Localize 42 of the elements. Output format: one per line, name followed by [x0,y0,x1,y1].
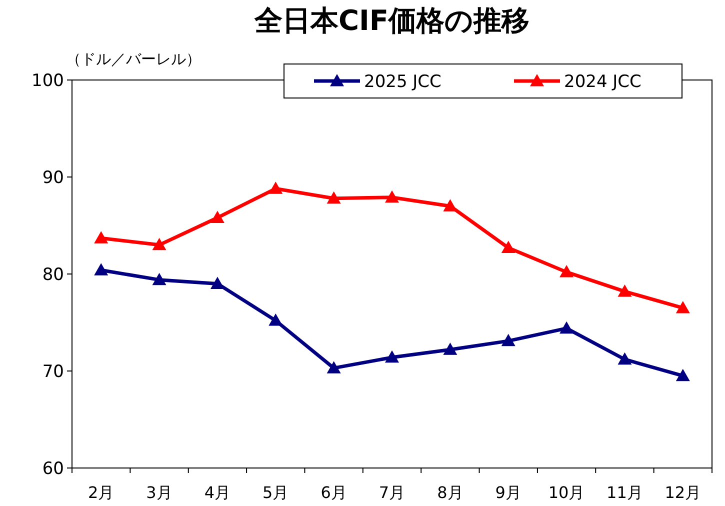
point [560,321,574,334]
point [268,182,283,194]
x-tick-label: 9月 [495,483,522,502]
y-tick-label: 100 [32,71,64,91]
x-tick-label: 4月 [204,483,231,502]
x-tick-label: 8月 [437,483,464,502]
point [210,276,224,289]
point [152,272,166,286]
point [152,238,166,250]
point [443,199,458,212]
x-tick-label: 3月 [146,483,172,502]
point [501,240,516,254]
y-tick-label: 70 [42,362,64,382]
y-axis-title: （ドル／バーレル） [66,50,201,68]
point [618,352,632,365]
point [94,231,108,244]
point [676,368,690,382]
point [94,263,108,276]
x-tick-label: 11月 [606,483,643,502]
chart-title: 全日本CIF価格の推移 [253,4,530,37]
point [560,265,574,278]
legend-label: 2025 JCC [364,72,442,92]
point [618,284,632,297]
x-tick-label: 2月 [88,483,114,502]
y-tick-label: 80 [42,265,64,285]
legend-label: 2024 JCC [564,72,642,92]
point [268,314,283,326]
point [443,342,458,355]
y-tick-label: 60 [42,459,64,479]
point [326,361,341,374]
point [326,191,341,204]
point [385,190,399,203]
x-tick-label: 12月 [664,483,702,502]
x-tick-label: 6月 [320,483,347,502]
x-tick-label: 7月 [378,483,406,502]
point [210,210,224,223]
point [676,300,690,314]
x-tick-label: 10月 [548,483,585,502]
point [501,334,516,346]
x-tick-label: 5月 [262,483,289,502]
point [385,350,399,363]
y-tick-label: 90 [42,168,64,188]
